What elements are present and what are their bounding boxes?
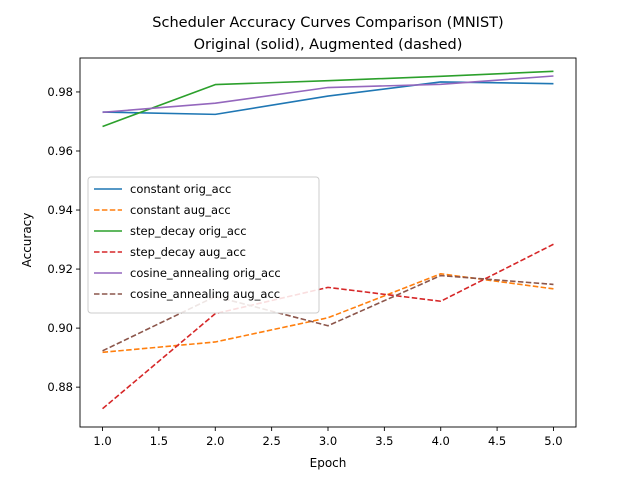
y-tick-label: 0.88 (47, 380, 73, 394)
legend: constant orig_acc constant aug_acc step_de… (87, 176, 320, 314)
y-tick-label: 0.96 (47, 144, 73, 158)
series-line-4 (102, 75, 554, 114)
x-tick-label: 1.0 (93, 434, 111, 448)
x-tick-label: 4.5 (488, 434, 506, 448)
chart-title-line-2: Original (solid), Augmented (dashed) (194, 37, 463, 53)
legend-label: step_decay orig_acc (130, 224, 247, 238)
legend-label: cosine_annealing aug_acc (130, 287, 280, 301)
x-tick-label: 2.0 (206, 434, 224, 448)
y-tick-label: 0.90 (47, 321, 73, 335)
legend-label: step_decay aug_acc (130, 245, 246, 259)
y-tick-label: 0.92 (47, 262, 73, 276)
legend-label: constant orig_acc (130, 182, 231, 196)
legend-box (87, 176, 320, 314)
x-tick-label: 4.0 (432, 434, 450, 448)
series-line-2 (102, 70, 554, 128)
legend-label: constant aug_acc (130, 203, 231, 217)
x-tick-label: 1.5 (150, 434, 168, 448)
x-tick-label: 2.5 (262, 434, 280, 448)
legend-label: cosine_annealing orig_acc (130, 266, 281, 280)
chart-title-line-1: Scheduler Accuracy Curves Comparison (MN… (152, 15, 503, 31)
x-tick-label: 3.5 (375, 434, 393, 448)
x-tick-label: 3.0 (319, 434, 337, 448)
series-line-0 (102, 81, 554, 116)
y-axis-label: Accuracy (20, 213, 34, 268)
series-line-5 (102, 274, 554, 352)
x-axis-label: Epoch (310, 456, 347, 470)
y-tick-label: 0.94 (47, 203, 73, 217)
y-tick-label: 0.98 (47, 85, 73, 99)
series-line-3 (102, 243, 554, 410)
x-tick-label: 5.0 (544, 434, 562, 448)
